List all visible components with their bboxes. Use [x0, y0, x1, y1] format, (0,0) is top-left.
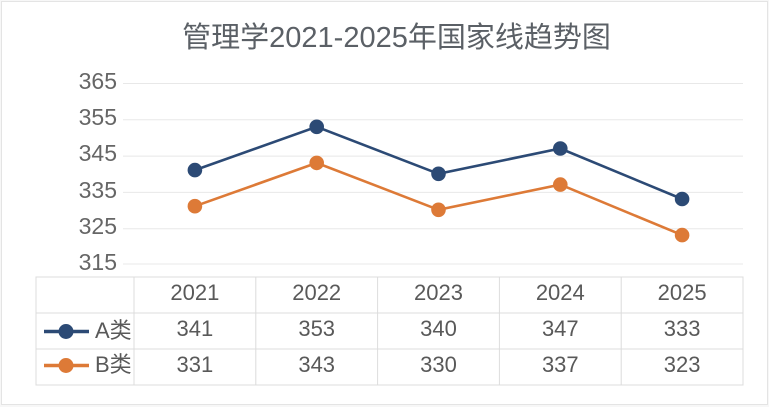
- svg-text:330: 330: [420, 352, 457, 377]
- svg-text:2022: 2022: [292, 280, 341, 305]
- svg-text:331: 331: [177, 352, 214, 377]
- svg-text:315: 315: [79, 249, 117, 275]
- svg-text:2025: 2025: [658, 280, 707, 305]
- svg-text:343: 343: [298, 352, 335, 377]
- svg-text:2023: 2023: [414, 280, 463, 305]
- svg-text:2021: 2021: [170, 280, 219, 305]
- svg-text:353: 353: [298, 316, 335, 341]
- svg-text:B类: B类: [95, 352, 132, 377]
- svg-text:365: 365: [79, 68, 117, 94]
- svg-text:355: 355: [79, 104, 117, 130]
- svg-text:341: 341: [177, 316, 214, 341]
- svg-text:2024: 2024: [536, 280, 585, 305]
- svg-text:A类: A类: [95, 318, 132, 343]
- svg-text:340: 340: [420, 316, 457, 341]
- svg-text:347: 347: [542, 316, 579, 341]
- svg-text:325: 325: [79, 213, 117, 239]
- svg-text:333: 333: [664, 316, 701, 341]
- svg-text:335: 335: [79, 177, 117, 203]
- svg-text:337: 337: [542, 352, 579, 377]
- svg-text:345: 345: [79, 140, 117, 166]
- svg-text:323: 323: [664, 352, 701, 377]
